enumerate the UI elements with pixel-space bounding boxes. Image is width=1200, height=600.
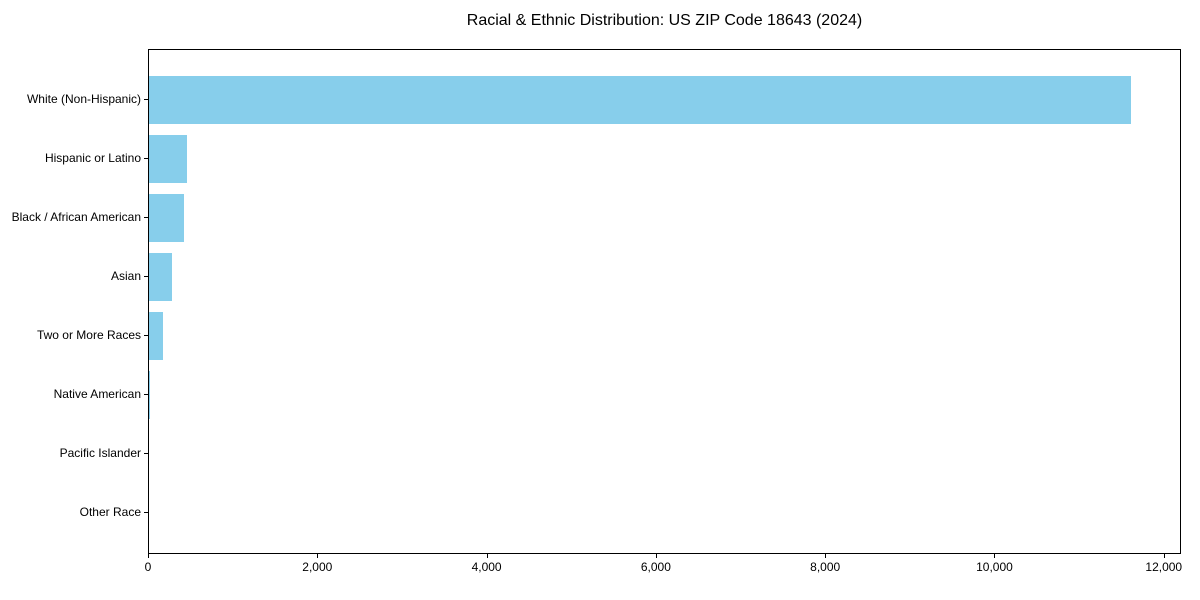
plot-area bbox=[148, 49, 1181, 554]
y-tick-label: Hispanic or Latino bbox=[44, 150, 141, 165]
y-tick-mark bbox=[144, 394, 148, 396]
x-tick-mark bbox=[655, 554, 657, 558]
y-tick-label: Pacific Islander bbox=[59, 446, 141, 461]
y-tick-label: Native American bbox=[53, 387, 141, 402]
y-tick-label: White (Non-Hispanic) bbox=[26, 91, 141, 106]
y-tick-label: Other Race bbox=[79, 505, 141, 520]
y-tick-mark bbox=[144, 512, 148, 514]
x-tick-label: 4,000 bbox=[471, 560, 502, 574]
y-tick-mark bbox=[144, 98, 148, 100]
x-tick-mark bbox=[1163, 554, 1165, 558]
x-tick-mark bbox=[317, 554, 319, 558]
y-tick-label: Two or More Races bbox=[36, 328, 141, 343]
x-tick-mark bbox=[825, 554, 827, 558]
x-tick-mark bbox=[486, 554, 488, 558]
y-tick-mark bbox=[144, 216, 148, 218]
bar-asian bbox=[149, 252, 172, 301]
x-tick-label: 8,000 bbox=[810, 560, 841, 574]
x-tick-mark bbox=[148, 554, 149, 558]
bar-white-non-hispanic bbox=[149, 75, 1131, 124]
y-tick-mark bbox=[144, 335, 148, 337]
bar-black-african-american bbox=[149, 193, 185, 242]
y-tick-mark bbox=[144, 275, 148, 277]
bar-native-american bbox=[149, 371, 151, 420]
x-tick-label: 12,000 bbox=[1145, 560, 1183, 574]
x-tick-label: 0 bbox=[144, 560, 152, 574]
bar-two-or-more-races bbox=[149, 312, 163, 361]
y-tick-label: Asian bbox=[110, 268, 141, 283]
x-tick-label: 2,000 bbox=[302, 560, 333, 574]
chart-title: Racial & Ethnic Distribution: US ZIP Cod… bbox=[466, 12, 863, 29]
y-tick-mark bbox=[144, 157, 148, 159]
x-tick-label: 10,000 bbox=[976, 560, 1013, 574]
x-tick-label: 6,000 bbox=[640, 560, 671, 574]
y-tick-label: Black / African American bbox=[11, 209, 141, 224]
x-tick-mark bbox=[994, 554, 996, 558]
y-tick-mark bbox=[144, 453, 148, 455]
bar-hispanic-or-latino bbox=[149, 134, 188, 183]
